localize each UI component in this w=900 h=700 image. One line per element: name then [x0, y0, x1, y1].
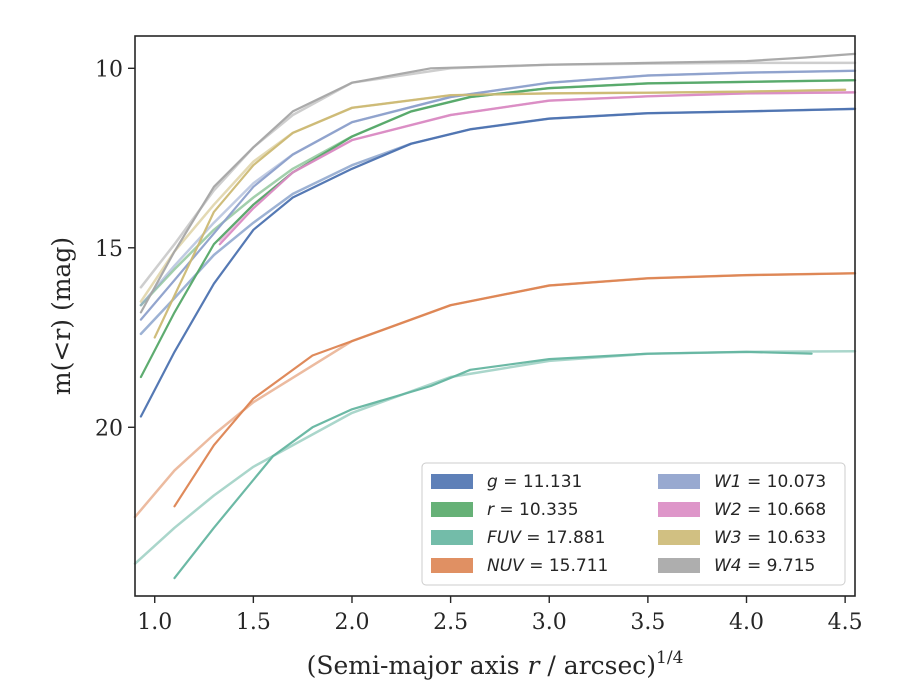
legend-swatch-fuv — [431, 530, 473, 545]
axes: 1.0 1.5 2.0 2.5 3.0 3.5 4.0 4.5 10 15 20 (Semi-majo… — [47, 35, 863, 680]
x-tick-label: 3.0 — [532, 610, 567, 635]
x-tick-label: 2.5 — [433, 610, 468, 635]
legend-entry-fuv: FUV = 17.881 — [487, 528, 605, 548]
y-tick-label: 15 — [95, 237, 123, 262]
series-g-fit-line — [139, 107, 857, 336]
legend-entry-nuv: NUV = 15.711 — [487, 556, 608, 576]
legend-entry-r: r = 10.335 — [487, 500, 579, 520]
series-w3-line — [153, 88, 847, 339]
legend: g = 11.131 r = 10.335 FUV = 17.881 NUV = 15… — [421, 462, 846, 586]
legend-box — [421, 462, 846, 586]
y-tick-label: 10 — [95, 57, 123, 82]
legend-swatch-w1 — [658, 474, 700, 489]
legend-swatch-w2 — [658, 502, 700, 517]
x-tick-label: 3.5 — [630, 610, 665, 635]
data-series-lines — [139, 52, 857, 580]
series-w2-line — [218, 91, 857, 246]
legend-swatch-nuv — [431, 558, 473, 573]
x-tick-label: 4.5 — [828, 610, 863, 635]
series-w2-fit-line — [218, 91, 857, 242]
legend-entry-w1: W1 = 10.073 — [714, 472, 826, 492]
x-axis-label-exponent: 1/4 — [656, 648, 683, 668]
series-g-line — [139, 107, 857, 418]
plot-frame — [134, 35, 856, 597]
series-fuv-line — [173, 350, 813, 580]
legend-entry-w4: W4 = 9.715 — [714, 556, 815, 576]
legend-entry-w3: W3 = 10.633 — [714, 528, 826, 548]
x-tick-label: 1.0 — [137, 610, 172, 635]
x-axis-label: (Semi-major axis r / arcsec)1/4 — [307, 648, 684, 680]
legend-swatch-g — [431, 474, 473, 489]
legend-swatch-w4 — [658, 558, 700, 573]
y-tick-label: 20 — [95, 416, 123, 441]
legend-swatch-w3 — [658, 530, 700, 545]
legend-entry-g: g = 11.131 — [487, 472, 582, 492]
legend-swatch-r — [431, 502, 473, 517]
series-w1-line — [139, 69, 857, 321]
x-tick-label: 2.0 — [334, 610, 369, 635]
x-tick-label: 4.0 — [729, 610, 764, 635]
series-w1-fit-line — [139, 69, 857, 307]
legend-entry-w2: W2 = 10.668 — [714, 500, 826, 520]
y-axis-label: m(<r) (mag) — [47, 237, 76, 395]
series-w4-fit-line — [139, 61, 857, 289]
series-nuv-line — [173, 272, 857, 508]
x-tick-label: 1.5 — [236, 610, 271, 635]
series-w4-line — [139, 52, 857, 314]
series-r-line — [139, 79, 857, 379]
